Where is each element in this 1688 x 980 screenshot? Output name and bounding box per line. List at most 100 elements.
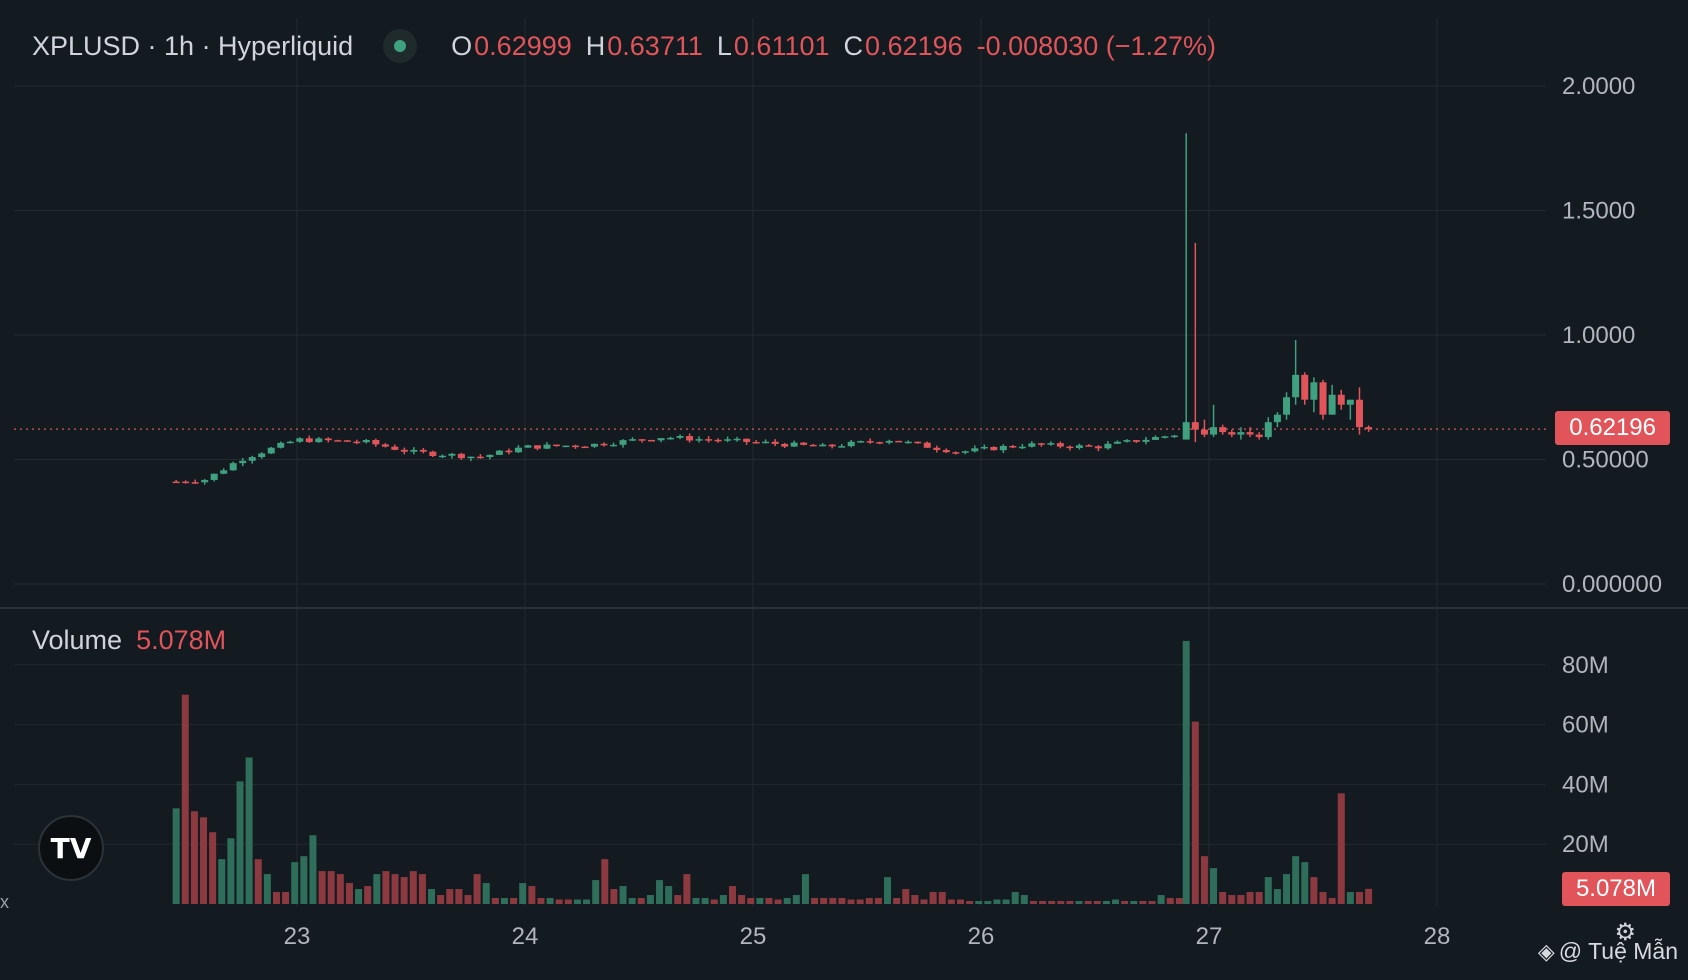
candle-body <box>286 441 294 444</box>
last-price-badge: 0.62196 <box>1555 411 1670 445</box>
volume-bar <box>1084 901 1092 904</box>
high-label: H <box>585 30 606 61</box>
volume-bar <box>738 895 746 904</box>
volume-bar <box>674 895 682 904</box>
candle-body <box>942 449 950 453</box>
volume-bar <box>1200 856 1208 904</box>
price-tick-label: 1.5000 <box>1562 198 1635 225</box>
candle-body <box>1346 399 1354 405</box>
candle-body <box>1365 427 1373 430</box>
candle-body <box>999 445 1007 451</box>
candle-body <box>210 473 218 480</box>
candle-body <box>543 444 551 449</box>
candle-body <box>600 443 608 446</box>
edge-mark: x <box>0 892 9 912</box>
volume-label: Volume <box>32 625 123 655</box>
candle-body <box>267 447 275 454</box>
symbol-title[interactable]: XPLUSD · 1h · Hyperliquid <box>32 30 354 61</box>
volume-bar <box>756 898 764 904</box>
volume-bar <box>1130 901 1138 904</box>
volume-bar <box>938 892 946 904</box>
volume-bar <box>573 899 581 904</box>
candle-body <box>1292 374 1300 398</box>
candle-body <box>410 449 418 452</box>
candle-body <box>1123 440 1131 442</box>
candle-body <box>533 445 541 449</box>
candle-body <box>505 450 513 453</box>
candle-body <box>1047 443 1055 445</box>
volume-bar <box>500 898 508 904</box>
candle-body <box>1264 422 1272 438</box>
low-label: L <box>716 30 732 61</box>
x-tick-label: 24 <box>512 923 539 950</box>
candle-body <box>429 451 437 456</box>
volume-bar <box>564 899 572 904</box>
volume-bar <box>446 889 454 904</box>
volume-bar <box>1237 895 1245 904</box>
volume-value: 5.078M <box>136 625 227 655</box>
volume-bar <box>1337 793 1345 904</box>
candle-body <box>933 447 941 450</box>
volume-bar <box>1292 856 1300 904</box>
candle-body <box>590 443 598 447</box>
volume-bar <box>1093 901 1101 904</box>
candle-body <box>391 446 399 450</box>
candle-body <box>258 453 266 458</box>
volume-bar <box>1102 901 1110 904</box>
volume-bar <box>272 892 280 904</box>
gear-icon[interactable]: ⚙ <box>1614 918 1636 946</box>
candle-body <box>657 438 665 441</box>
candle-body <box>524 445 532 448</box>
close-label: C <box>843 30 864 61</box>
candle-body <box>571 445 579 448</box>
candle-body <box>1037 443 1045 445</box>
candle-body <box>686 436 694 441</box>
volume-tick-label: 80M <box>1562 652 1609 679</box>
low-value: 0.61101 <box>733 30 830 61</box>
volume-bar <box>947 899 955 904</box>
candle-body <box>1113 441 1121 444</box>
volume-bar <box>719 895 727 904</box>
candle-body <box>315 438 323 443</box>
volume-bar <box>1210 868 1218 904</box>
volume-bar <box>829 898 837 904</box>
candle-body <box>771 441 779 444</box>
market-status-indicator <box>383 29 418 63</box>
candle-body <box>1310 382 1318 400</box>
volume-bar <box>847 899 855 904</box>
candle-body <box>229 463 237 471</box>
candle-body <box>923 442 931 448</box>
volume-bar <box>601 859 609 904</box>
candle-body <box>1182 422 1190 440</box>
candle-body <box>1151 437 1159 440</box>
candle-body <box>562 445 570 448</box>
candle-body <box>838 446 846 448</box>
candle-body <box>714 439 722 442</box>
volume-tick-label: 60M <box>1562 712 1609 739</box>
volume-bar <box>172 808 180 904</box>
volume-bar <box>482 883 490 904</box>
candle-body <box>1009 445 1017 448</box>
candle-body <box>201 479 209 483</box>
volume-bar <box>1319 892 1327 904</box>
tradingview-logo[interactable]: TV <box>38 815 104 881</box>
volume-bar <box>209 832 217 904</box>
volume-bar <box>519 883 527 904</box>
candle-body <box>828 444 836 447</box>
candle-body <box>667 437 675 440</box>
x-tick-label: 27 <box>1196 923 1223 950</box>
candle-body <box>1191 422 1199 430</box>
volume-bar <box>555 899 563 904</box>
volume-bar <box>1157 895 1165 904</box>
volume-bar <box>865 898 873 904</box>
candle-body <box>895 440 903 443</box>
candle-body <box>1104 443 1112 449</box>
volume-bar <box>300 856 308 904</box>
candle-body <box>790 442 798 447</box>
candle-body <box>1355 399 1363 428</box>
volume-bar <box>1365 888 1373 904</box>
volume-bar <box>218 859 226 904</box>
candle-body <box>1337 394 1345 405</box>
volume-bar <box>646 895 654 904</box>
